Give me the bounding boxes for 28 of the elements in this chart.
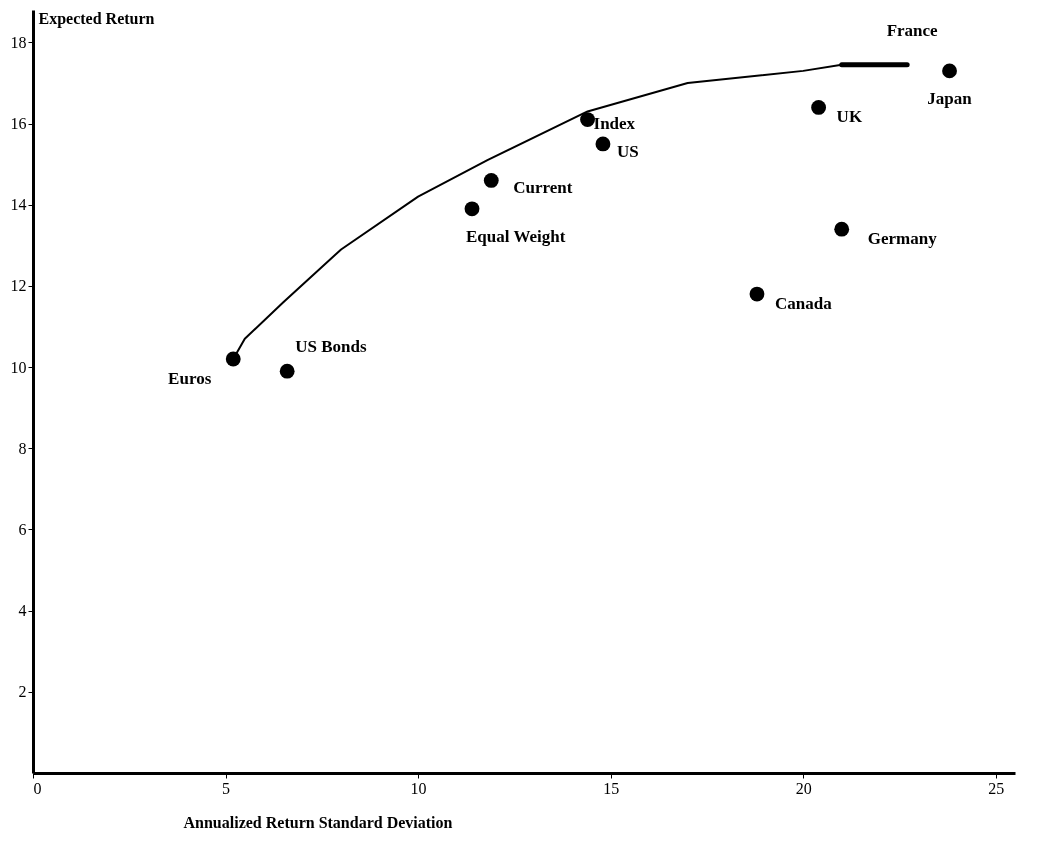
- series-label: Index: [593, 113, 636, 133]
- series-label: US Bonds: [295, 337, 367, 357]
- x-tick-label: 0: [33, 779, 42, 797]
- y-tick-label: 18: [10, 33, 27, 51]
- series-label: UK: [836, 107, 863, 127]
- x-tick-label: 25: [988, 779, 1005, 797]
- x-tick-label: 15: [603, 779, 620, 797]
- y-tick-label: 10: [10, 358, 27, 376]
- series-label: Current: [513, 178, 573, 198]
- x-axis-title: Annualized Return Standard Deviation: [183, 813, 453, 831]
- y-tick-label: 8: [18, 439, 27, 457]
- y-tick-label: 4: [18, 602, 27, 620]
- series-label: France: [886, 20, 939, 40]
- series-label: Euros: [168, 369, 212, 389]
- y-tick-label: 12: [10, 277, 27, 295]
- series-label: US: [616, 141, 639, 161]
- series-label: Germany: [867, 229, 938, 249]
- y-tick-label: 6: [18, 520, 27, 538]
- x-tick-label: 5: [222, 779, 231, 797]
- y-tick-label: 16: [10, 115, 27, 133]
- y-axis-title: Expected Return: [38, 9, 155, 28]
- y-tick-label: 2: [18, 683, 27, 701]
- series-label: Canada: [774, 294, 833, 314]
- series-label: Equal Weight: [466, 226, 566, 246]
- y-tick-label: 14: [10, 196, 27, 214]
- x-tick-label: 20: [795, 779, 812, 797]
- x-tick-label: 10: [410, 779, 427, 797]
- series-label: Japan: [927, 88, 973, 108]
